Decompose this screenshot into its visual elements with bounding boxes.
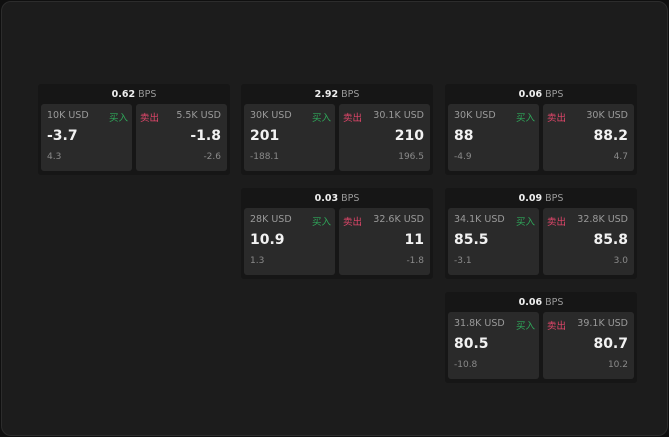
sell-panel[interactable]: 卖出 30.1K USD 210 196.5 bbox=[339, 104, 430, 171]
bid-change: -188.1 bbox=[250, 152, 280, 162]
spread-header: 0.62 BPS bbox=[38, 84, 230, 104]
quote-card: 0.62 BPS 10K USD 买入 -3.7 4.3 卖出 5.5K USD … bbox=[38, 84, 230, 175]
bid-change: -3.1 bbox=[454, 256, 472, 266]
spread-header: 0.09 BPS bbox=[445, 188, 637, 208]
buy-panel[interactable]: 34.1K USD 买入 85.5 -3.1 bbox=[448, 208, 539, 275]
quote-card: 2.92 BPS 30K USD 买入 201 -188.1 卖出 30.1K U… bbox=[241, 84, 433, 175]
buy-label: 买入 bbox=[515, 217, 535, 228]
sell-label: 卖出 bbox=[343, 113, 363, 124]
bid-change: -4.9 bbox=[454, 152, 472, 162]
buy-label: 买入 bbox=[108, 113, 128, 124]
buy-panel[interactable]: 30K USD 买入 201 -188.1 bbox=[244, 104, 335, 171]
bid-quantity: 28K USD bbox=[250, 214, 292, 225]
quote-card: 0.06 BPS 30K USD 买入 88 -4.9 卖出 30K USD 88… bbox=[445, 84, 637, 175]
sell-label: 卖出 bbox=[140, 113, 160, 124]
bid-price: 10.9 bbox=[250, 232, 285, 248]
spread-value: 0.09 bbox=[518, 192, 543, 204]
ask-price: 88.2 bbox=[593, 128, 628, 144]
sell-label: 卖出 bbox=[547, 321, 567, 332]
ask-change: -1.8 bbox=[406, 256, 424, 266]
bid-price: 85.5 bbox=[454, 232, 489, 248]
sell-panel[interactable]: 卖出 5.5K USD -1.8 -2.6 bbox=[136, 104, 227, 171]
spread-value: 0.03 bbox=[314, 192, 339, 204]
spread-unit: BPS bbox=[341, 192, 360, 204]
ask-quantity: 30K USD bbox=[586, 110, 628, 121]
ask-price: 85.8 bbox=[593, 232, 628, 248]
bid-price: -3.7 bbox=[47, 128, 78, 144]
spread-unit: BPS bbox=[341, 88, 360, 100]
spread-header: 0.03 BPS bbox=[241, 188, 433, 208]
spread-unit: BPS bbox=[138, 88, 157, 100]
ask-change: 10.2 bbox=[607, 360, 628, 370]
spread-value: 2.92 bbox=[314, 88, 339, 100]
buy-panel[interactable]: 31.8K USD 买入 80.5 -10.8 bbox=[448, 312, 539, 379]
sell-label: 卖出 bbox=[547, 113, 567, 124]
ask-quantity: 32.8K USD bbox=[577, 214, 628, 225]
ask-quantity: 32.6K USD bbox=[373, 214, 424, 225]
spread-value: 0.62 bbox=[111, 88, 136, 100]
ask-price: 11 bbox=[404, 232, 424, 248]
buy-label: 买入 bbox=[515, 321, 535, 332]
sell-label: 卖出 bbox=[547, 217, 567, 228]
ask-change: 4.7 bbox=[613, 152, 628, 162]
ask-change: 196.5 bbox=[398, 152, 424, 162]
sell-panel[interactable]: 卖出 30K USD 88.2 4.7 bbox=[543, 104, 634, 171]
spread-header: 2.92 BPS bbox=[241, 84, 433, 104]
bid-quantity: 34.1K USD bbox=[454, 214, 505, 225]
sell-panel[interactable]: 卖出 39.1K USD 80.7 10.2 bbox=[543, 312, 634, 379]
ask-price: 80.7 bbox=[593, 336, 628, 352]
buy-label: 买入 bbox=[311, 113, 331, 124]
sell-panel[interactable]: 卖出 32.6K USD 11 -1.8 bbox=[339, 208, 430, 275]
sell-label: 卖出 bbox=[343, 217, 363, 228]
spread-unit: BPS bbox=[545, 192, 564, 204]
buy-label: 买入 bbox=[311, 217, 331, 228]
bid-price: 88 bbox=[454, 128, 474, 144]
ask-price: 210 bbox=[394, 128, 424, 144]
spread-value: 0.06 bbox=[518, 296, 543, 308]
ask-change: 3.0 bbox=[613, 256, 628, 266]
spread-header: 0.06 BPS bbox=[445, 292, 637, 312]
ask-quantity: 39.1K USD bbox=[577, 318, 628, 329]
ask-change: -2.6 bbox=[203, 152, 221, 162]
ask-price: -1.8 bbox=[190, 128, 221, 144]
buy-panel[interactable]: 30K USD 买入 88 -4.9 bbox=[448, 104, 539, 171]
spread-unit: BPS bbox=[545, 296, 564, 308]
buy-label: 买入 bbox=[515, 113, 535, 124]
buy-panel[interactable]: 10K USD 买入 -3.7 4.3 bbox=[41, 104, 132, 171]
sell-panel[interactable]: 卖出 32.8K USD 85.8 3.0 bbox=[543, 208, 634, 275]
bid-change: 4.3 bbox=[47, 152, 62, 162]
bid-change: 1.3 bbox=[250, 256, 265, 266]
quote-card: 0.06 BPS 31.8K USD 买入 80.5 -10.8 卖出 39.1K… bbox=[445, 292, 637, 383]
bid-change: -10.8 bbox=[454, 360, 478, 370]
spread-header: 0.06 BPS bbox=[445, 84, 637, 104]
bid-price: 80.5 bbox=[454, 336, 489, 352]
spread-unit: BPS bbox=[545, 88, 564, 100]
spread-value: 0.06 bbox=[518, 88, 543, 100]
ask-quantity: 5.5K USD bbox=[176, 110, 221, 121]
quote-card: 0.09 BPS 34.1K USD 买入 85.5 -3.1 卖出 32.8K … bbox=[445, 188, 637, 279]
bid-price: 201 bbox=[250, 128, 280, 144]
bid-quantity: 30K USD bbox=[250, 110, 292, 121]
bid-quantity: 31.8K USD bbox=[454, 318, 505, 329]
quote-card: 0.03 BPS 28K USD 买入 10.9 1.3 卖出 32.6K USD… bbox=[241, 188, 433, 279]
buy-panel[interactable]: 28K USD 买入 10.9 1.3 bbox=[244, 208, 335, 275]
ask-quantity: 30.1K USD bbox=[373, 110, 424, 121]
bid-quantity: 10K USD bbox=[47, 110, 89, 121]
bid-quantity: 30K USD bbox=[454, 110, 496, 121]
